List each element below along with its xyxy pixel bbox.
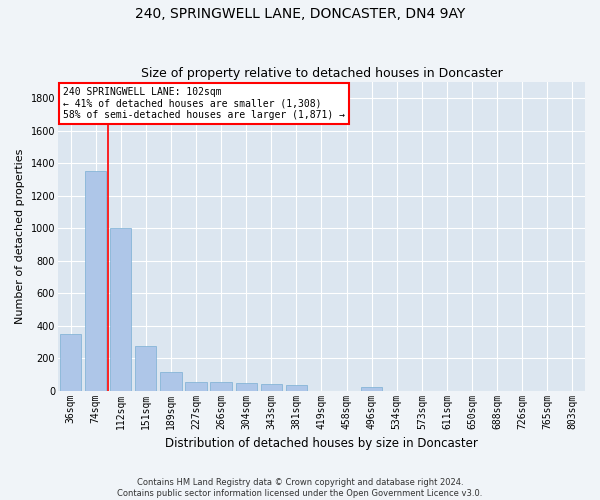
Bar xyxy=(110,228,131,390)
Bar xyxy=(85,172,106,390)
Y-axis label: Number of detached properties: Number of detached properties xyxy=(15,148,25,324)
Bar xyxy=(185,382,206,390)
X-axis label: Distribution of detached houses by size in Doncaster: Distribution of detached houses by size … xyxy=(165,437,478,450)
Bar xyxy=(160,372,182,390)
Bar xyxy=(361,388,382,390)
Bar xyxy=(60,334,81,390)
Bar xyxy=(135,346,157,391)
Bar xyxy=(260,384,282,390)
Bar xyxy=(236,382,257,390)
Text: 240, SPRINGWELL LANE, DONCASTER, DN4 9AY: 240, SPRINGWELL LANE, DONCASTER, DN4 9AY xyxy=(135,8,465,22)
Title: Size of property relative to detached houses in Doncaster: Size of property relative to detached ho… xyxy=(140,66,502,80)
Text: 240 SPRINGWELL LANE: 102sqm
← 41% of detached houses are smaller (1,308)
58% of : 240 SPRINGWELL LANE: 102sqm ← 41% of det… xyxy=(63,86,345,120)
Bar xyxy=(211,382,232,390)
Bar xyxy=(286,385,307,390)
Text: Contains HM Land Registry data © Crown copyright and database right 2024.
Contai: Contains HM Land Registry data © Crown c… xyxy=(118,478,482,498)
